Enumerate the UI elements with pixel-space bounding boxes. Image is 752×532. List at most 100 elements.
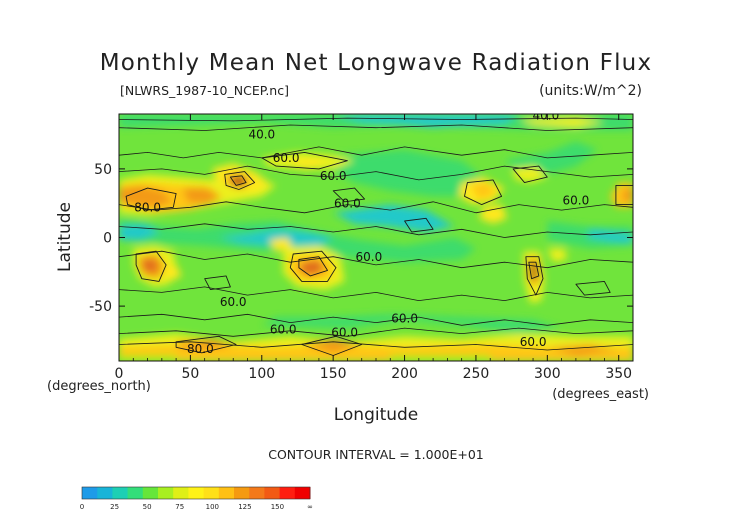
- colorbar-swatch: [294, 487, 311, 499]
- contour-loop: [615, 184, 633, 206]
- region-ant-green-2: [390, 355, 491, 361]
- colorbar-swatch: [112, 487, 129, 499]
- contour-label: 60.0: [391, 312, 418, 326]
- region-cyan-indian: [218, 229, 334, 246]
- contour-label: 60.0: [356, 250, 383, 264]
- x-tick-label: 0: [115, 366, 124, 382]
- contour-label: 80.0: [187, 342, 214, 356]
- contour-line: [119, 223, 633, 238]
- contour-loop: [464, 179, 503, 206]
- region-nh-midlat: [330, 149, 491, 197]
- y-axis-ticks: 50 0 -50: [89, 162, 633, 315]
- colorbar-swatch: [203, 487, 220, 499]
- colorbar-swatch: [264, 487, 281, 499]
- colorbar-swatch: [127, 487, 144, 499]
- x-unit-label: (degrees_east): [552, 387, 649, 402]
- x-tick-label: 50: [181, 366, 199, 382]
- contour-loop: [575, 280, 611, 296]
- colorbar-swatch: [234, 487, 250, 499]
- region-ant-band-2: [119, 344, 633, 361]
- file-label: [NLWRS_1987-10_NCEP.nc]: [120, 83, 289, 98]
- region-na-west-core: [470, 182, 496, 200]
- contour-loop: [301, 335, 363, 356]
- x-tick-label: 350: [605, 366, 632, 382]
- colorbar-swatch: [158, 487, 174, 499]
- contour-label: 60.0: [563, 194, 590, 208]
- contour-label: 40.0: [533, 109, 560, 123]
- contour-line: [119, 341, 633, 351]
- region-arabia-small: [268, 237, 294, 252]
- x-tick-label: 100: [248, 366, 275, 382]
- region-cyan-atlantic: [587, 229, 633, 243]
- contour-label: 80.0: [134, 200, 161, 214]
- contour-line: [119, 165, 633, 181]
- contour-line: [119, 286, 633, 301]
- region-safrica-hot: [141, 259, 158, 272]
- y-axis-label: Latitude: [55, 202, 75, 272]
- x-tick-label: 250: [463, 366, 490, 382]
- colorbar-tick-label: 150: [271, 503, 284, 511]
- contour-loop: [332, 187, 366, 203]
- contour-line: [119, 201, 633, 214]
- colorbar-swatch: [279, 487, 296, 499]
- chart-title: Monthly Mean Net Longwave Radiation Flux: [100, 50, 653, 76]
- x-tick-label: 150: [320, 366, 347, 382]
- contour-loop: [404, 217, 434, 233]
- colorbar-swatch: [97, 487, 113, 499]
- colorbar-tick-label: 25: [110, 503, 119, 511]
- region-mexico: [478, 204, 508, 224]
- contour-line: [119, 250, 633, 269]
- contour-line: [119, 146, 633, 159]
- x-tick-label: 200: [391, 366, 418, 382]
- contour-loop: [512, 165, 548, 184]
- y-tick-label: 50: [94, 162, 112, 178]
- colorbar-tick-label: 50: [143, 503, 152, 511]
- contour-line: [119, 313, 633, 326]
- contour-label: 60.0: [220, 295, 247, 309]
- region-south-ocean-teal: [261, 314, 562, 334]
- colorbar-swatch: [173, 487, 189, 499]
- region-ant-hot-3: [547, 344, 619, 356]
- field-regions: [119, 114, 633, 361]
- contour-line: [119, 327, 633, 337]
- region-mideast-hot: [183, 186, 222, 205]
- region-cyan-west: [119, 223, 159, 241]
- colorbar-swatch: [142, 487, 159, 499]
- colorbar-tick-label: 75: [175, 503, 184, 511]
- colorbar-frame: [81, 486, 311, 500]
- contour-loop: [229, 175, 247, 186]
- contour-line: [119, 124, 633, 131]
- region-sa-andes-hot: [530, 262, 538, 282]
- x-axis-label: Longitude: [334, 405, 419, 425]
- contour-label: 60.0: [520, 335, 547, 349]
- contour-label: 60.0: [331, 325, 358, 339]
- region-asia-yellow-2: [290, 159, 326, 171]
- units-label: (units:W/m^2): [539, 83, 642, 99]
- colorbar-tick-label: 125: [238, 503, 251, 511]
- contour-loop: [125, 187, 177, 211]
- plot-area: 40.0 40.0 60.0 60.0 60.0 60.0 80.0 60.0 60.0 60.0…: [119, 109, 633, 361]
- contour-loop: [289, 250, 337, 282]
- x-tick-label: 300: [534, 366, 561, 382]
- y-tick-label: -50: [89, 299, 112, 315]
- colorbar-swatch: [218, 487, 235, 499]
- region-cyan-pacific: [333, 204, 455, 232]
- contour-loop: [528, 261, 540, 280]
- contour-label: 40.0: [248, 128, 275, 142]
- contour-loop: [175, 335, 237, 354]
- colorbar-swatch: [249, 487, 265, 499]
- contour-label: 60.0: [320, 169, 347, 183]
- colorbar-swatch: [188, 487, 205, 499]
- contour-loop: [298, 256, 328, 277]
- region-tibet-core: [233, 177, 245, 186]
- contour-labels: 40.0 40.0 60.0 60.0 60.0 60.0 80.0 60.0 60.0 60.0…: [134, 109, 590, 356]
- region-north-yellow: [518, 116, 605, 128]
- contour-loop: [135, 250, 167, 282]
- contour-label: 60.0: [273, 151, 300, 165]
- contour-interval-label: CONTOUR INTERVAL = 1.000E+01: [268, 447, 484, 462]
- x-axis-ticks: 0 50 100 150 200 250 300 350: [115, 114, 632, 382]
- contour-loop: [204, 275, 231, 291]
- contour-label: 60.0: [270, 323, 297, 337]
- region-east-hot-core: [621, 188, 633, 202]
